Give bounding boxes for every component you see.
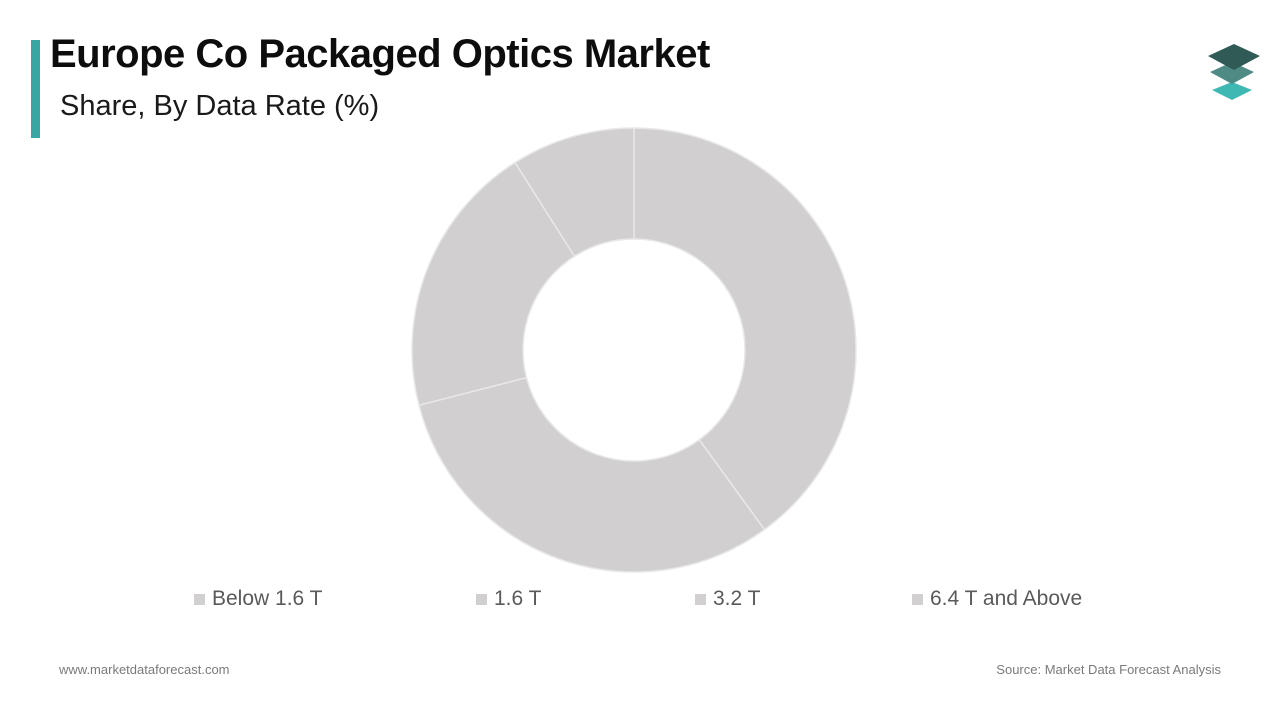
donut-slice	[418, 376, 766, 573]
logo-layer-bottom	[1212, 82, 1252, 100]
legend-swatch	[912, 593, 923, 605]
logo-layer-middle	[1210, 62, 1254, 84]
stacked-layers-icon	[1208, 44, 1260, 100]
legend-label: 3.2 T	[713, 587, 761, 610]
legend-item: 1.6 T	[476, 586, 541, 612]
legend-label: 1.6 T	[494, 587, 542, 610]
title-accent-bar	[31, 40, 40, 138]
donut-slice	[514, 127, 635, 258]
footer-website: www.marketdataforecast.com	[59, 662, 230, 677]
legend-label: 6.4 T and Above	[930, 587, 1083, 610]
logo-layer-top	[1208, 44, 1260, 70]
legend-label: Below 1.6 T	[212, 587, 323, 610]
page-subtitle: Share, By Data Rate (%)	[60, 90, 380, 122]
footer-source: Source: Market Data Forecast Analysis	[996, 662, 1221, 677]
legend-item: Below 1.6 T	[194, 586, 323, 612]
legend-item: 6.4 T and Above	[912, 586, 1082, 612]
page-title: Europe Co Packaged Optics Market	[50, 32, 710, 76]
donut-slices	[411, 127, 857, 573]
legend-swatch	[695, 593, 706, 605]
donut-slice	[633, 127, 857, 531]
legend-swatch	[194, 593, 205, 605]
legend-item: 3.2 T	[695, 586, 760, 612]
legend-swatch	[476, 593, 487, 605]
donut-slice	[411, 161, 576, 407]
